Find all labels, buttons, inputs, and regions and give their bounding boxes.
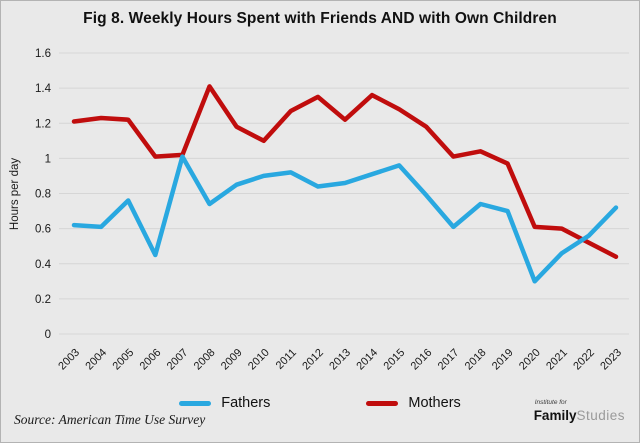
y-tick-label: 0.8 xyxy=(35,189,51,201)
logo-institute-for-text: Institute for xyxy=(534,399,567,406)
legend: Fathers Mothers xyxy=(1,395,639,411)
line-fathers xyxy=(71,154,619,284)
mothers-line-swatch-icon xyxy=(366,400,399,406)
legend-label-mothers: Mothers xyxy=(408,395,461,411)
y-tick-label: 0.2 xyxy=(35,294,51,306)
source-note: Source: American Time Use Survey xyxy=(14,412,206,427)
y-axis-title: Hours per day xyxy=(9,158,21,230)
x-tick-label: 2006 xyxy=(138,347,164,373)
x-tick-label: 2009 xyxy=(219,347,245,373)
x-tick-label: 2007 xyxy=(165,347,191,373)
y-tick-label: 1.6 xyxy=(35,48,51,60)
ifs-logo: Institute for FamilyStudies xyxy=(533,399,625,424)
x-tick-label: 2017 xyxy=(436,347,462,373)
x-tick-label: 2013 xyxy=(327,347,353,373)
x-tick-label: 2012 xyxy=(300,347,326,373)
x-tick-label: 2023 xyxy=(598,347,624,373)
y-tick-label: 0.4 xyxy=(35,259,52,271)
x-tick-label: 2008 xyxy=(192,347,218,373)
x-tick-label: 2011 xyxy=(274,347,299,372)
legend-item-mothers: Mothers xyxy=(366,395,461,411)
y-tick-label: 1 xyxy=(45,153,51,165)
x-tick-label: 2021 xyxy=(544,347,570,373)
logo-family-text: Family xyxy=(533,407,577,423)
y-tick-label: 1.4 xyxy=(35,83,52,95)
x-tick-label: 2019 xyxy=(490,347,516,373)
y-tick-label: 1.2 xyxy=(35,118,51,130)
line-mothers xyxy=(71,84,619,259)
x-tick-label: 2005 xyxy=(111,347,137,373)
x-tick-label: 2014 xyxy=(354,347,380,373)
y-tick-label: 0.6 xyxy=(35,224,51,236)
x-tick-label: 2022 xyxy=(571,347,597,373)
legend-label-fathers: Fathers xyxy=(221,395,271,411)
x-tick-label: 2015 xyxy=(382,347,408,373)
chart-title: Fig 8. Weekly Hours Spent with Friends A… xyxy=(83,10,557,27)
x-tick-label: 2020 xyxy=(517,347,543,373)
x-tick-label: 2004 xyxy=(83,347,109,373)
logo-studies-text: Studies xyxy=(576,407,625,423)
x-tick-label: 2016 xyxy=(409,347,435,373)
x-tick-label: 2003 xyxy=(56,347,82,373)
legend-item-fathers: Fathers xyxy=(179,395,270,411)
fathers-line-swatch-icon xyxy=(179,400,212,406)
x-tick-label: 2018 xyxy=(463,347,489,373)
x-tick-label: 2010 xyxy=(246,347,272,373)
y-tick-label: 0 xyxy=(45,329,51,341)
